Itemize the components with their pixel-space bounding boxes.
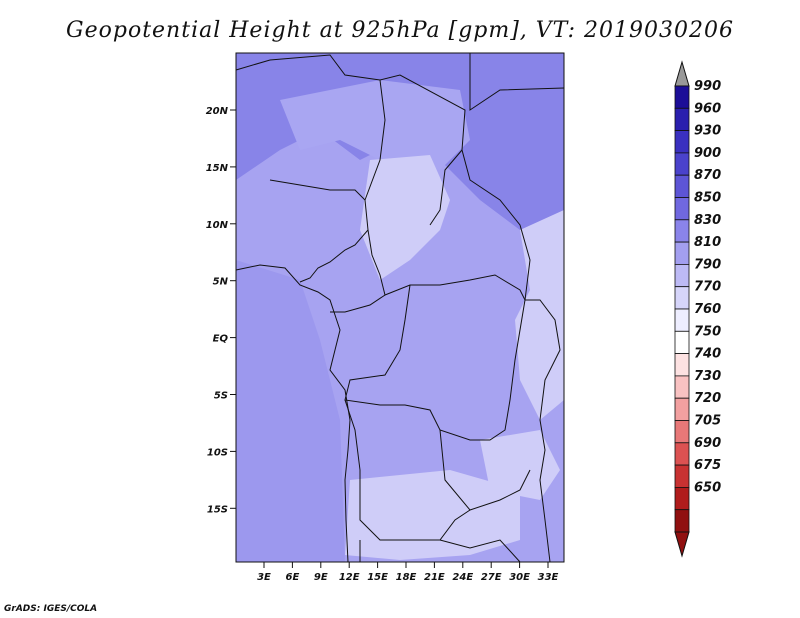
colorbar-swatch bbox=[674, 85, 690, 109]
border-drc bbox=[344, 284, 526, 441]
fill-west-coast bbox=[236, 260, 345, 562]
colorbar-label: 870 bbox=[694, 168, 721, 183]
lat-tick-label: 15S bbox=[207, 504, 228, 515]
colorbar-swatch bbox=[674, 375, 690, 399]
fill-south-light bbox=[345, 470, 520, 560]
colorbar-top-arrow bbox=[674, 60, 690, 87]
border-east bbox=[525, 299, 561, 563]
colorbar-swatch bbox=[674, 219, 690, 243]
credit-text: GrADS: IGES/COLA bbox=[4, 604, 98, 614]
map-frame bbox=[235, 52, 565, 563]
colorbar-label: 850 bbox=[694, 191, 721, 206]
colorbar-swatch bbox=[674, 130, 690, 154]
lat-tick-label: 20N bbox=[206, 106, 229, 117]
colorbar-label: 720 bbox=[694, 391, 721, 406]
borders bbox=[235, 53, 565, 563]
lon-tick-label: 24E bbox=[452, 572, 473, 583]
border-egypt bbox=[469, 53, 565, 111]
colorbar-swatch bbox=[674, 420, 690, 444]
colorbar-swatch bbox=[674, 263, 690, 288]
colorbar-label: 730 bbox=[694, 369, 721, 384]
lon-tick-label: 9E bbox=[314, 572, 328, 583]
lon-tick-label: 27E bbox=[481, 572, 502, 583]
lat-tick-label: 5N bbox=[213, 277, 229, 288]
colorbar-label: 740 bbox=[694, 347, 721, 362]
border-angola bbox=[344, 399, 471, 541]
lon-tick-label: 33E bbox=[538, 572, 559, 583]
border-south bbox=[359, 539, 521, 563]
colorbar-label: 790 bbox=[694, 257, 721, 272]
colorbar-bottom-arrow bbox=[674, 531, 690, 558]
lat-tick-label: 15N bbox=[206, 163, 229, 174]
colorbar-swatch bbox=[674, 197, 690, 221]
map-title: Geopotential Height at 925hPa [gpm], VT:… bbox=[66, 18, 734, 43]
lat-axis: 20N 15N 10N 5N EQ 5S 10S 15S bbox=[206, 106, 236, 515]
colorbar-label: 990 bbox=[694, 79, 721, 94]
lat-tick-label: 5S bbox=[214, 391, 228, 402]
colorbar-swatch bbox=[674, 509, 690, 533]
border-sudan-south bbox=[461, 149, 531, 301]
colorbar-swatch bbox=[674, 486, 690, 511]
colorbar-swatch bbox=[674, 442, 690, 466]
lon-axis: 3E 6E 9E 12E 15E 18E 21E 24E 27E 30E 33E bbox=[257, 562, 559, 583]
colorbar-label: 690 bbox=[694, 436, 721, 451]
colorbar-label: 650 bbox=[694, 480, 721, 495]
lat-tick-label: 10N bbox=[206, 220, 229, 231]
border-libya bbox=[235, 54, 381, 81]
colorbar-label: 960 bbox=[694, 101, 721, 116]
lon-tick-label: 3E bbox=[257, 572, 271, 583]
colorbar-label: 830 bbox=[694, 213, 721, 228]
coastline-west bbox=[235, 264, 351, 563]
colorbar-swatch bbox=[674, 397, 690, 421]
colorbar-label: 675 bbox=[694, 458, 721, 473]
colorbar-swatch bbox=[674, 464, 690, 488]
colorbar-swatch bbox=[674, 353, 690, 377]
colorbar-swatch bbox=[674, 241, 690, 265]
colorbar-swatch bbox=[674, 174, 690, 198]
colorbar-swatch bbox=[674, 308, 690, 332]
border-zambia bbox=[439, 429, 531, 511]
colorbar-swatch bbox=[674, 152, 690, 176]
colorbar-label: 930 bbox=[694, 124, 721, 139]
fill-sahara-light bbox=[280, 80, 470, 170]
colorbar-swatch bbox=[674, 107, 690, 132]
lon-tick-label: 6E bbox=[286, 572, 300, 583]
colorbar-label: 770 bbox=[694, 280, 721, 295]
colorbar-label: 810 bbox=[694, 235, 721, 250]
border-chad bbox=[364, 74, 466, 226]
border-nigeria bbox=[269, 179, 369, 283]
contour-fills bbox=[236, 53, 564, 562]
fill-sahel-light bbox=[360, 155, 450, 280]
lon-tick-label: 18E bbox=[396, 572, 417, 583]
colorbar-label: 760 bbox=[694, 302, 721, 317]
lon-tick-label: 21E bbox=[424, 572, 445, 583]
colorbar: 990 960 930 900 870 850 830 810 790 770 760 750 740 7… bbox=[674, 60, 721, 558]
lon-tick-label: 15E bbox=[367, 572, 388, 583]
colorbar-label: 900 bbox=[694, 146, 721, 161]
colorbar-label: 750 bbox=[694, 324, 721, 339]
colorbar-label: 705 bbox=[694, 414, 721, 429]
lon-tick-label: 12E bbox=[339, 572, 360, 583]
lat-tick-label: EQ bbox=[213, 334, 229, 345]
lon-tick-label: 30E bbox=[509, 572, 530, 583]
lat-tick-label: 10S bbox=[207, 447, 228, 458]
colorbar-swatch bbox=[674, 286, 690, 310]
colorbar-swatch bbox=[674, 330, 690, 354]
